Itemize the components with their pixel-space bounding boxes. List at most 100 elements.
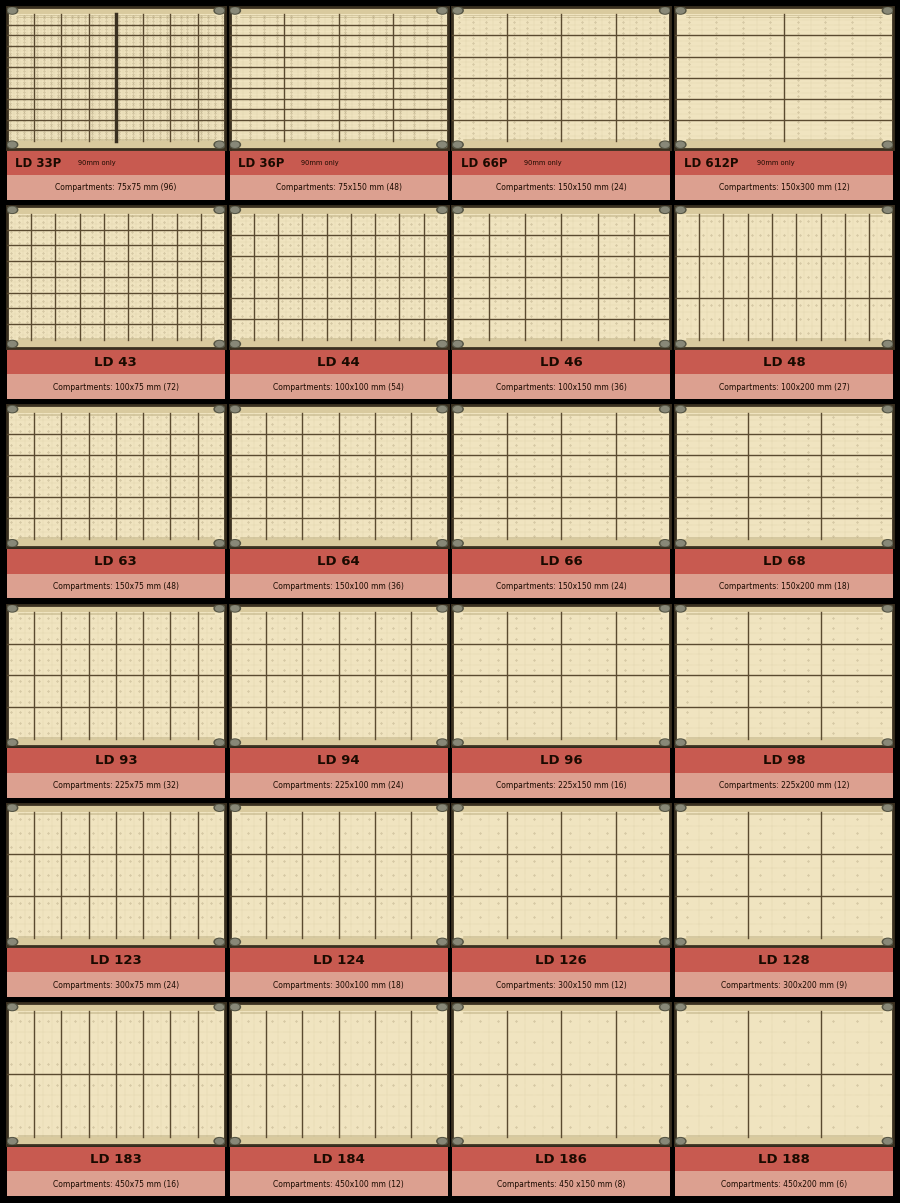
Circle shape (214, 141, 225, 148)
Circle shape (436, 141, 448, 148)
Bar (452, 206, 670, 214)
Circle shape (454, 540, 462, 546)
Circle shape (231, 1138, 239, 1144)
Circle shape (662, 805, 669, 811)
Circle shape (884, 342, 892, 346)
Circle shape (6, 1003, 18, 1011)
Text: Compartments: 450x100 mm (12): Compartments: 450x100 mm (12) (274, 1180, 404, 1189)
Circle shape (8, 8, 16, 13)
Bar (452, 574, 670, 599)
Circle shape (436, 1138, 448, 1145)
Circle shape (214, 605, 225, 612)
Bar (7, 748, 225, 772)
Circle shape (231, 940, 239, 944)
Bar (7, 340, 225, 348)
Circle shape (677, 407, 684, 411)
Text: Compartments: 300x200 mm (9): Compartments: 300x200 mm (9) (721, 980, 847, 990)
Bar (230, 141, 448, 149)
Bar (230, 739, 448, 747)
Circle shape (660, 540, 670, 547)
Text: Compartments: 450x75 mm (16): Compartments: 450x75 mm (16) (53, 1180, 179, 1189)
Bar (452, 549, 670, 574)
Bar (452, 1172, 670, 1196)
Circle shape (452, 804, 464, 811)
Circle shape (6, 804, 18, 811)
Circle shape (214, 340, 225, 348)
Circle shape (884, 207, 892, 213)
Circle shape (884, 740, 892, 745)
Bar (7, 405, 225, 413)
Text: Compartments: 225x75 mm (32): Compartments: 225x75 mm (32) (53, 781, 179, 790)
Bar (7, 150, 225, 174)
Bar (452, 605, 670, 612)
Bar (675, 739, 893, 747)
Bar (7, 804, 225, 812)
Bar (7, 539, 225, 547)
Circle shape (6, 605, 18, 612)
Circle shape (452, 938, 464, 946)
Circle shape (677, 740, 684, 745)
Circle shape (675, 340, 686, 348)
Bar (230, 1003, 448, 1011)
Circle shape (675, 540, 686, 547)
Text: Compartments: 150x75 mm (48): Compartments: 150x75 mm (48) (53, 582, 179, 591)
Circle shape (884, 606, 892, 611)
Circle shape (454, 342, 462, 346)
Circle shape (230, 605, 240, 612)
Circle shape (452, 141, 464, 148)
Circle shape (231, 606, 239, 611)
Bar (230, 748, 448, 772)
Circle shape (6, 1138, 18, 1145)
Bar (452, 374, 670, 399)
Circle shape (216, 740, 223, 745)
Bar (7, 1137, 225, 1145)
Text: LD 46: LD 46 (540, 356, 582, 369)
Bar (675, 972, 893, 997)
Text: LD 124: LD 124 (313, 954, 365, 967)
Circle shape (454, 606, 462, 611)
Bar (230, 772, 448, 798)
Circle shape (216, 207, 223, 213)
Circle shape (675, 1003, 686, 1011)
Text: LD 188: LD 188 (758, 1152, 810, 1166)
Text: Compartments: 150x150 mm (24): Compartments: 150x150 mm (24) (496, 582, 626, 591)
Text: Compartments: 225x100 mm (24): Compartments: 225x100 mm (24) (274, 781, 404, 790)
Circle shape (231, 1005, 239, 1009)
Circle shape (452, 1003, 464, 1011)
Circle shape (8, 940, 16, 944)
Circle shape (884, 407, 892, 411)
Circle shape (438, 1138, 446, 1144)
Text: 90mm only: 90mm only (302, 160, 338, 166)
Bar (7, 174, 225, 200)
Circle shape (454, 142, 462, 147)
Circle shape (660, 340, 670, 348)
Text: Compartments: 100x75 mm (72): Compartments: 100x75 mm (72) (53, 383, 179, 392)
Circle shape (675, 1138, 686, 1145)
Bar (230, 574, 448, 599)
Circle shape (882, 7, 894, 14)
Circle shape (231, 207, 239, 213)
Circle shape (436, 540, 448, 547)
Circle shape (677, 805, 684, 811)
Circle shape (8, 1005, 16, 1009)
Circle shape (677, 342, 684, 346)
Circle shape (438, 740, 446, 745)
Circle shape (216, 1005, 223, 1009)
Bar (675, 374, 893, 399)
Circle shape (677, 940, 684, 944)
Text: Compartments: 300x75 mm (24): Compartments: 300x75 mm (24) (53, 980, 179, 990)
Circle shape (882, 605, 894, 612)
Bar (675, 947, 893, 972)
Bar (675, 349, 893, 374)
Circle shape (6, 540, 18, 547)
Circle shape (436, 7, 448, 14)
Circle shape (660, 938, 670, 946)
Circle shape (438, 940, 446, 944)
Circle shape (884, 540, 892, 546)
Text: LD 63: LD 63 (94, 555, 137, 568)
Circle shape (677, 1005, 684, 1009)
Bar (675, 1003, 893, 1011)
Bar (675, 206, 893, 214)
Circle shape (662, 1005, 669, 1009)
Bar (675, 772, 893, 798)
